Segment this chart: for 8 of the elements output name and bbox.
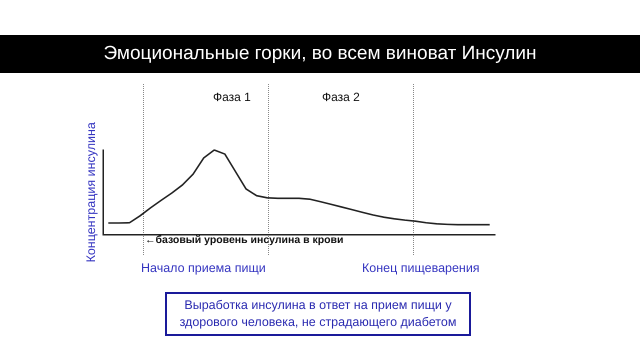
text: Конец пищеварения [362,261,480,275]
text: Начало приема пищи [141,261,266,275]
chart-title: Эмоциональные горки, во всем виноват Инсулин [0,35,640,73]
text: Выработка инсулина в ответ на прием пищи у здорового человека, не страдающего диабетом [165,292,471,336]
text: Фаза 1 [213,90,251,104]
y-axis-title: Концентрация инсулина [84,122,98,262]
text: Фаза 2 [322,90,360,104]
annotation: ←базовый уровень инсулина в крови [145,234,344,246]
